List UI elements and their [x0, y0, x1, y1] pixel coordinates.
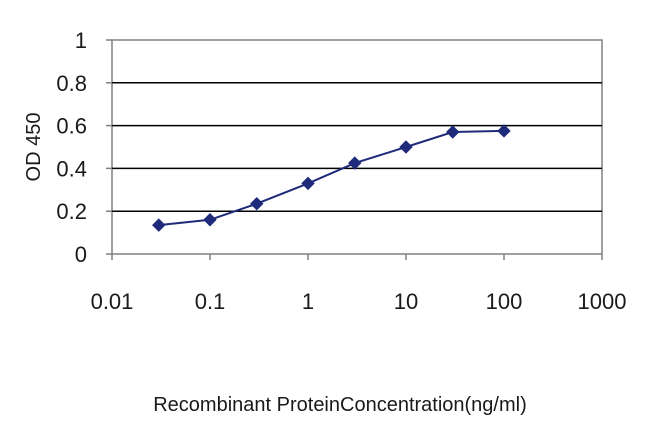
series-line	[158, 129, 505, 227]
y-tick-label: 0.2	[56, 199, 87, 224]
data-point	[497, 124, 511, 138]
data-point	[250, 197, 264, 211]
data-point	[203, 213, 217, 227]
data-point	[348, 156, 362, 170]
y-tick-label: 0.8	[56, 71, 87, 96]
y-tick-label: 0.4	[56, 156, 87, 181]
plot-area	[111, 39, 603, 255]
data-point	[399, 140, 413, 154]
x-tick-label: 1000	[578, 289, 627, 314]
x-tick-label: 0.1	[195, 289, 226, 314]
x-tick-labels: 0.01 0.1 1 10 100 1000	[91, 254, 627, 314]
y-tick-label: 0.6	[56, 114, 87, 139]
data-point	[301, 176, 315, 191]
gridlines	[112, 82, 602, 212]
x-axis-title: Recombinant ProteinConcentration(ng/ml)	[153, 394, 527, 416]
data-series	[152, 124, 511, 232]
y-tick-label: 0	[75, 242, 87, 267]
data-point	[446, 125, 460, 139]
y-tick-labels: 0 0.2 0.4 0.6 0.8 1	[56, 28, 112, 267]
x-tick-label: 10	[394, 289, 418, 314]
y-axis-title: OD 450	[23, 113, 45, 182]
x-tick-label: 1	[302, 289, 314, 314]
x-tick-label: 100	[486, 289, 523, 314]
x-tick-label: 0.01	[91, 289, 134, 314]
y-tick-label: 1	[75, 28, 87, 53]
data-point	[152, 218, 166, 232]
